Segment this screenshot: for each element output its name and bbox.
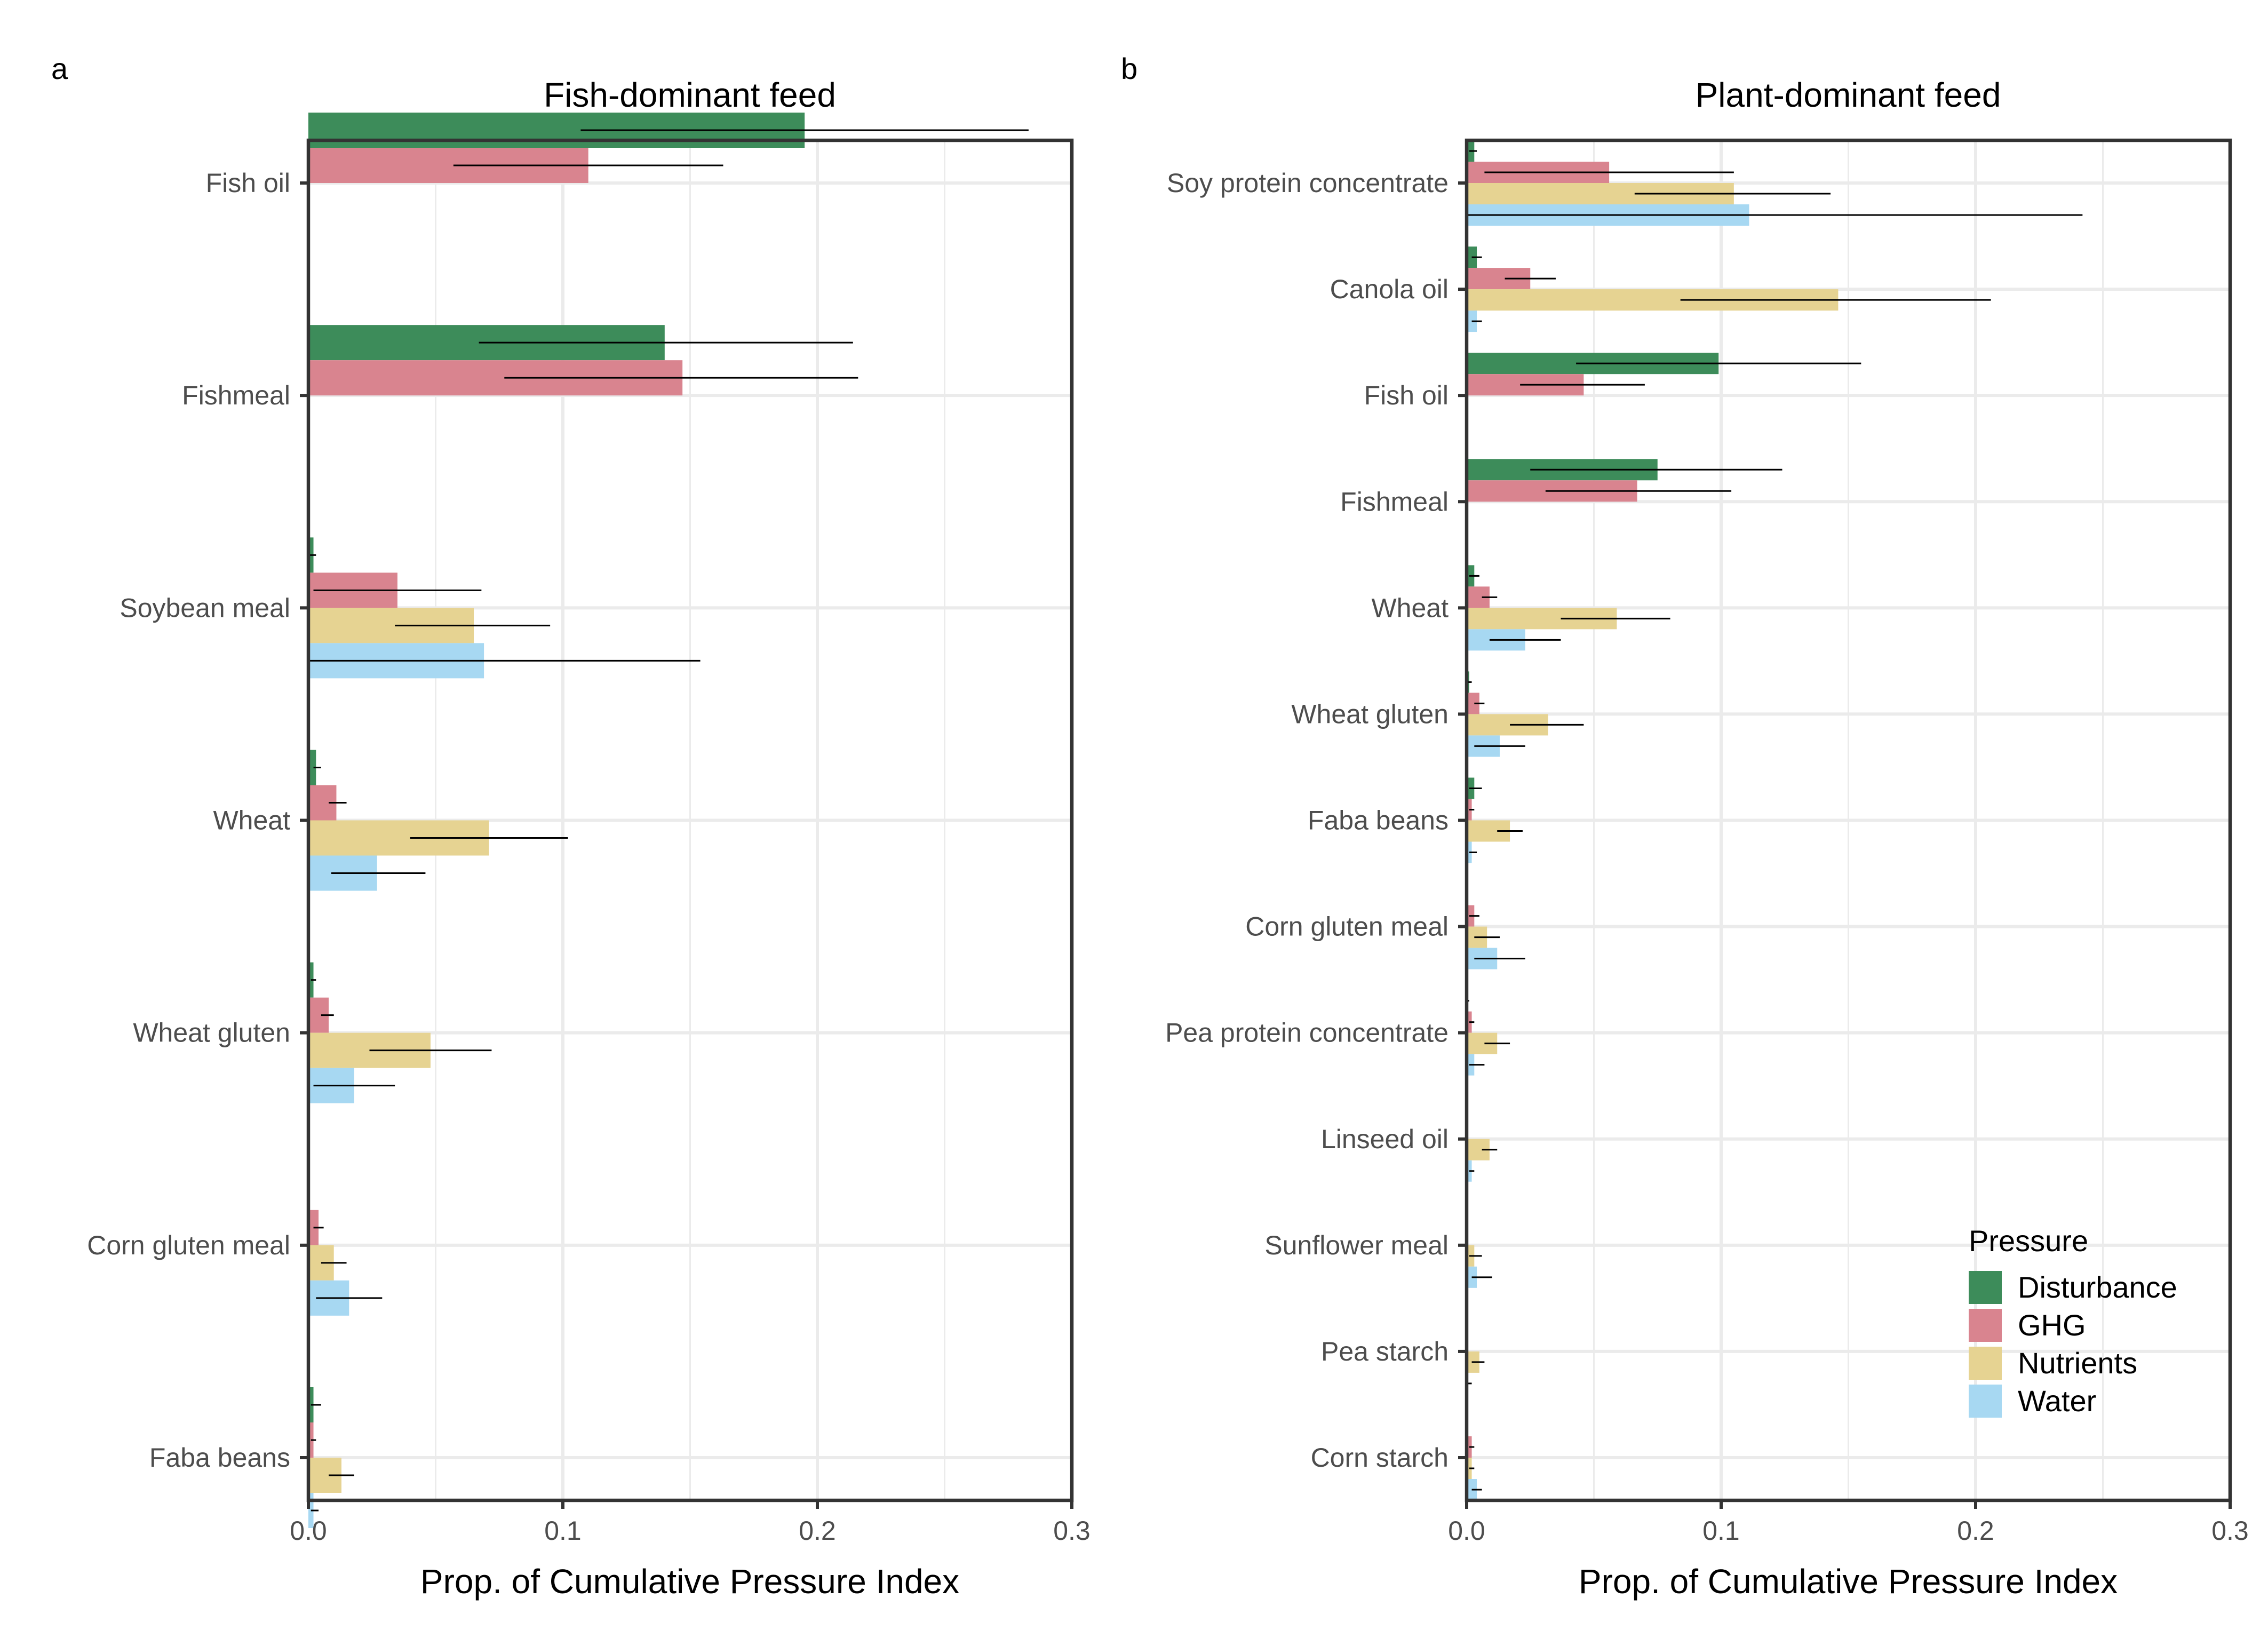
y-tick-label-fish-oil: Fish oil bbox=[1364, 380, 1449, 410]
panel-a-label: a bbox=[51, 52, 68, 85]
legend-items: Disturbance GHG Nutrients Water bbox=[1969, 1270, 2177, 1418]
x-tick-label: 0.1 bbox=[544, 1516, 582, 1546]
bar-ghg-wheat-gluten bbox=[1467, 693, 1479, 714]
legend-label-water: Water bbox=[2018, 1384, 2096, 1418]
x-tick-label: 0.0 bbox=[290, 1516, 327, 1546]
panel-b-label: b bbox=[1121, 52, 1137, 85]
panel-a-x-axis-title: Prop. of Cumulative Pressure Index bbox=[420, 1562, 959, 1601]
y-tick-label-pea-protein-concentrate: Pea protein concentrate bbox=[1165, 1018, 1449, 1048]
legend-swatch-disturbance bbox=[1969, 1271, 2002, 1304]
legend-label-nutrients: Nutrients bbox=[2018, 1346, 2137, 1380]
y-tick-label-wheat: Wheat bbox=[213, 806, 290, 836]
y-tick-label-faba-beans: Faba beans bbox=[1308, 806, 1449, 836]
legend-swatch-ghg bbox=[1969, 1309, 2002, 1342]
x-tick-label: 0.3 bbox=[2211, 1516, 2249, 1546]
panel-b-y-ticks: Soy protein concentrate Canola oil Fish oi… bbox=[1165, 168, 1467, 1473]
y-tick-label-fishmeal: Fishmeal bbox=[182, 380, 290, 410]
y-tick-label-wheat-gluten: Wheat gluten bbox=[1291, 699, 1449, 729]
panel-a-title: Fish-dominant feed bbox=[544, 76, 836, 114]
legend-title: Pressure bbox=[1969, 1224, 2088, 1258]
panel-b-title: Plant-dominant feed bbox=[1696, 76, 2001, 114]
legend-label-disturbance: Disturbance bbox=[2018, 1270, 2177, 1304]
legend-swatch-nutrients bbox=[1969, 1347, 2002, 1380]
y-tick-label-pea-starch: Pea starch bbox=[1321, 1337, 1449, 1366]
panel-a-y-ticks: Fish oil Fishmeal Soybean meal Wheat Wheat g… bbox=[87, 168, 308, 1473]
y-tick-label-canola-oil: Canola oil bbox=[1330, 274, 1449, 304]
panel-b-x-axis-title: Prop. of Cumulative Pressure Index bbox=[1579, 1562, 2118, 1601]
bar-disturbance-wheat bbox=[308, 750, 316, 785]
panel-b-x-ticks: 0.0 0.1 0.2 0.3 bbox=[1448, 1500, 2249, 1546]
y-tick-label-fishmeal: Fishmeal bbox=[1340, 487, 1449, 516]
y-tick-label-soy-protein-concentrate: Soy protein concentrate bbox=[1167, 168, 1449, 198]
x-tick-label: 0.3 bbox=[1053, 1516, 1091, 1546]
y-tick-label-corn-starch: Corn starch bbox=[1311, 1443, 1449, 1473]
panel-a: Fish oil Fishmeal Soybean meal Wheat Wheat g… bbox=[51, 52, 1091, 1601]
panel-b: Soy protein concentrate Canola oil Fish oi… bbox=[1121, 52, 2249, 1601]
legend-label-ghg: GHG bbox=[2018, 1308, 2086, 1342]
y-tick-label-fish-oil: Fish oil bbox=[206, 168, 290, 198]
y-tick-label-faba-beans: Faba beans bbox=[149, 1443, 290, 1473]
y-tick-label-sunflower-meal: Sunflower meal bbox=[1264, 1230, 1449, 1260]
x-tick-label: 0.1 bbox=[1702, 1516, 1740, 1546]
x-tick-label: 0.2 bbox=[799, 1516, 836, 1546]
y-tick-label-wheat-gluten: Wheat gluten bbox=[133, 1018, 290, 1048]
y-tick-label-corn-gluten-meal: Corn gluten meal bbox=[87, 1230, 290, 1260]
legend-swatch-water bbox=[1969, 1385, 2002, 1418]
panel-b-error-bars bbox=[1467, 150, 2083, 1491]
legend: Pressure Disturbance GHG Nutrients Water bbox=[1969, 1224, 2177, 1418]
y-tick-label-wheat: Wheat bbox=[1371, 593, 1449, 623]
y-tick-label-corn-gluten-meal: Corn gluten meal bbox=[1245, 912, 1449, 942]
y-tick-label-linseed-oil: Linseed oil bbox=[1321, 1124, 1449, 1154]
panel-a-x-ticks: 0.0 0.1 0.2 0.3 bbox=[290, 1500, 1091, 1546]
x-tick-label: 0.2 bbox=[1957, 1516, 1994, 1546]
y-tick-label-soybean-meal: Soybean meal bbox=[120, 593, 290, 623]
x-tick-label: 0.0 bbox=[1448, 1516, 1485, 1546]
panel-a-error-bars bbox=[308, 129, 1029, 1512]
